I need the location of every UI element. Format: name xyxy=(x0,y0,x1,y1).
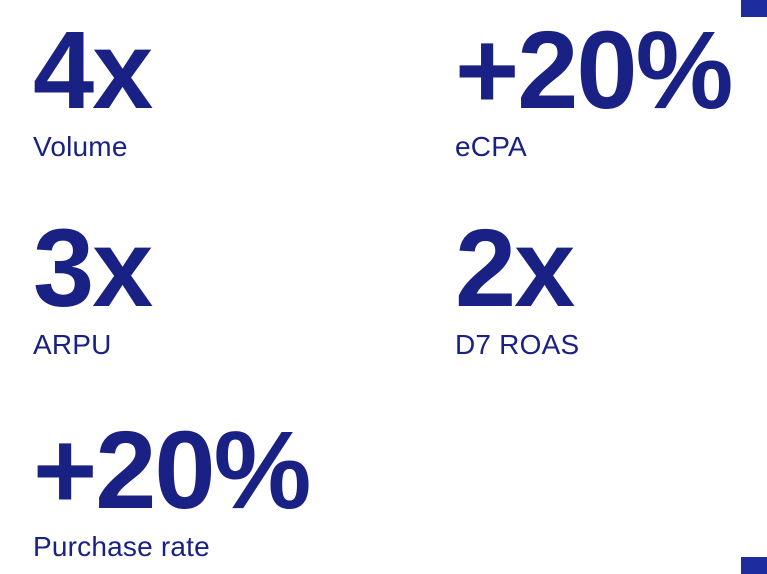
stat-label: D7 ROAS xyxy=(455,329,580,361)
corner-marker-bottom-right xyxy=(741,557,767,574)
stat-value: 4x xyxy=(33,9,153,132)
stat-label: Volume xyxy=(33,131,128,163)
stat-d7-roas: 2x D7 ROAS xyxy=(455,207,580,361)
stat-volume: 4x Volume xyxy=(33,9,153,163)
stat-value: 2x xyxy=(455,207,575,330)
stat-arpu: 3x ARPU xyxy=(33,207,153,361)
stat-ecpa: +20% eCPA xyxy=(455,9,733,163)
corner-marker-top-right xyxy=(741,0,767,17)
stat-purchase-rate: +20% Purchase rate xyxy=(33,409,311,563)
stat-value: +20% xyxy=(455,9,733,132)
stat-label: ARPU xyxy=(33,329,112,361)
stat-label: Purchase rate xyxy=(33,531,210,563)
stat-value: 3x xyxy=(33,207,153,330)
stat-value: +20% xyxy=(33,409,311,532)
stat-label: eCPA xyxy=(455,131,527,163)
